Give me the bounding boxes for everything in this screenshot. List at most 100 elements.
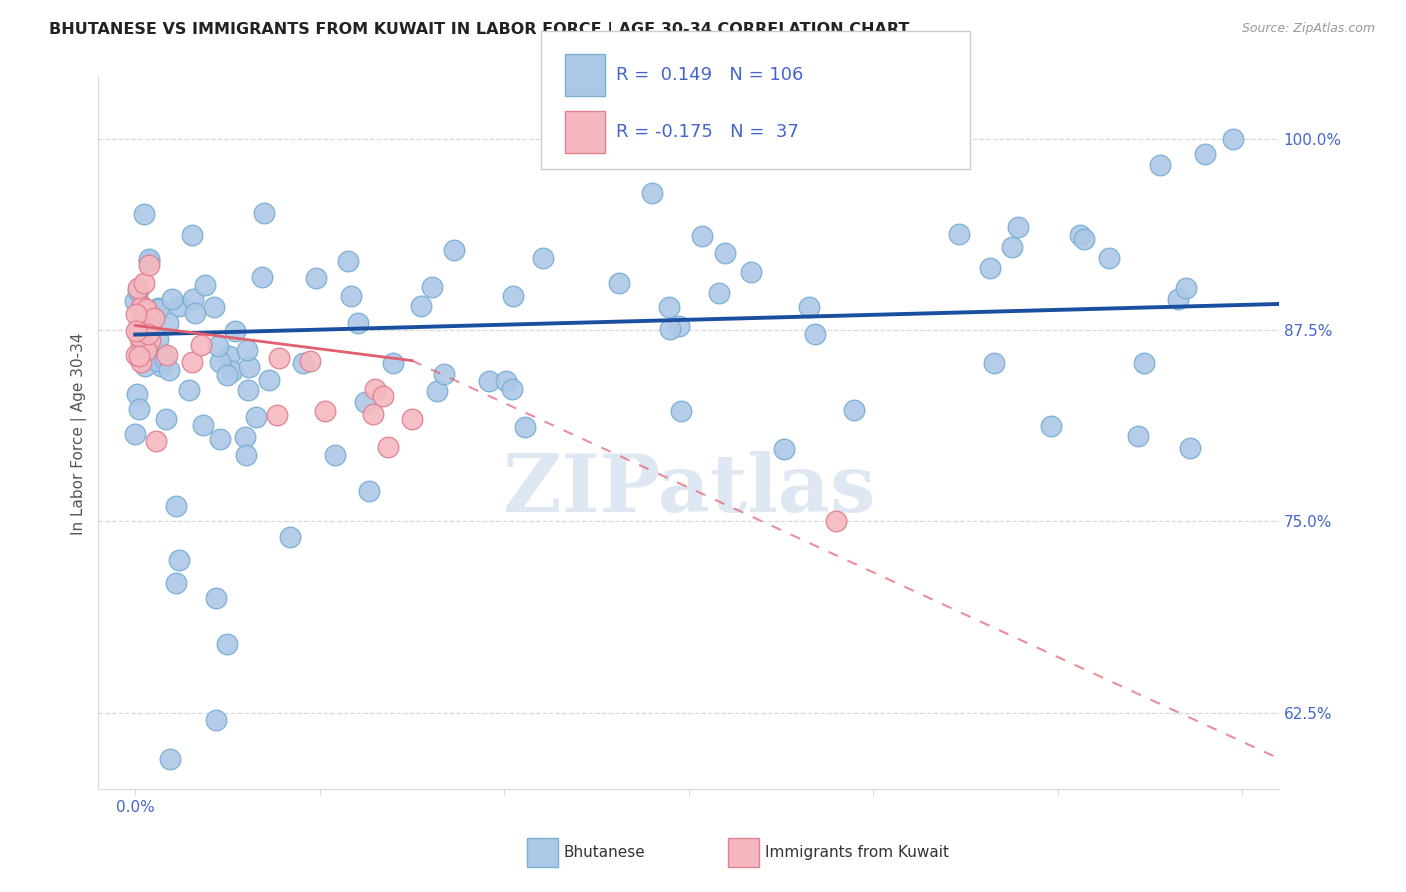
Point — [1149, 158, 1171, 172]
Text: R =  0.149   N = 106: R = 0.149 N = 106 — [616, 66, 803, 84]
Point — [713, 245, 735, 260]
Y-axis label: In Labor Force | Age 30-34: In Labor Force | Age 30-34 — [72, 332, 87, 534]
Point — [250, 270, 273, 285]
Point — [150, 359, 173, 374]
Point — [125, 387, 148, 401]
Point — [132, 207, 155, 221]
Point — [948, 227, 970, 242]
Text: BHUTANESE VS IMMIGRANTS FROM KUWAIT IN LABOR FORCE | AGE 30-34 CORRELATION CHART: BHUTANESE VS IMMIGRANTS FROM KUWAIT IN L… — [49, 22, 910, 38]
Point — [1222, 131, 1244, 145]
Point — [658, 300, 681, 314]
Point — [979, 260, 1001, 275]
Point — [1132, 356, 1154, 370]
Point — [371, 389, 394, 403]
Point — [659, 322, 682, 336]
Point — [1098, 252, 1121, 266]
Point — [139, 326, 162, 340]
Text: ZIPatlas: ZIPatlas — [502, 451, 875, 529]
Point — [125, 325, 148, 339]
Point — [266, 408, 288, 422]
Text: Bhutanese: Bhutanese — [564, 846, 645, 860]
Point — [204, 713, 226, 727]
Point — [208, 355, 231, 369]
Point — [804, 327, 827, 342]
Point — [152, 346, 174, 360]
Point — [138, 307, 160, 321]
Point — [259, 373, 281, 387]
Point — [131, 315, 153, 329]
Point — [127, 284, 149, 298]
Point — [183, 306, 205, 320]
Point — [607, 276, 630, 290]
Point — [135, 304, 157, 318]
Point — [433, 368, 456, 382]
Point — [825, 514, 848, 528]
Point — [426, 384, 449, 398]
Point — [844, 402, 866, 417]
Text: R = -0.175   N =  37: R = -0.175 N = 37 — [616, 123, 799, 141]
Point — [160, 293, 183, 307]
Point — [382, 356, 405, 370]
Point — [167, 300, 190, 314]
Point — [501, 382, 523, 396]
Point — [1174, 281, 1197, 295]
Point — [253, 206, 276, 220]
Point — [495, 374, 517, 388]
Point — [167, 552, 190, 566]
Point — [422, 279, 444, 293]
Point — [1007, 220, 1029, 235]
Point — [135, 301, 157, 316]
Point — [207, 339, 229, 353]
Point — [357, 483, 380, 498]
Point — [165, 575, 187, 590]
Point — [157, 363, 180, 377]
Point — [124, 427, 146, 442]
Point — [136, 327, 159, 342]
Point — [125, 348, 148, 362]
Point — [145, 434, 167, 449]
Point — [236, 343, 259, 358]
Point — [278, 530, 301, 544]
Point — [180, 227, 202, 242]
Point — [354, 395, 377, 409]
Point — [128, 349, 150, 363]
Point — [531, 251, 554, 265]
Point — [1000, 240, 1022, 254]
Point — [671, 404, 693, 418]
Point — [204, 591, 226, 605]
Point — [153, 351, 176, 366]
Point — [292, 356, 315, 370]
Point — [346, 316, 368, 330]
Point — [128, 329, 150, 343]
Point — [124, 307, 146, 321]
Point — [181, 293, 204, 307]
Point — [139, 312, 162, 326]
Point — [337, 254, 360, 268]
Point — [138, 252, 160, 266]
Point — [124, 294, 146, 309]
Point — [143, 310, 166, 325]
Point — [298, 353, 321, 368]
Point — [1167, 292, 1189, 306]
Point — [641, 186, 664, 200]
Point — [401, 412, 423, 426]
Point — [1126, 428, 1149, 442]
Point — [138, 258, 160, 272]
Point — [209, 433, 232, 447]
Point — [983, 356, 1005, 370]
Point — [478, 374, 501, 388]
Point — [513, 420, 536, 434]
Point — [159, 751, 181, 765]
Point — [1073, 232, 1095, 246]
Point — [129, 355, 152, 369]
Point — [215, 368, 238, 382]
Point — [146, 332, 169, 346]
Point — [238, 360, 260, 375]
Point — [135, 343, 157, 357]
Point — [364, 383, 387, 397]
Point — [215, 637, 238, 651]
Point — [193, 417, 215, 432]
Point — [361, 407, 384, 421]
Point — [202, 300, 225, 314]
Point — [690, 229, 713, 244]
